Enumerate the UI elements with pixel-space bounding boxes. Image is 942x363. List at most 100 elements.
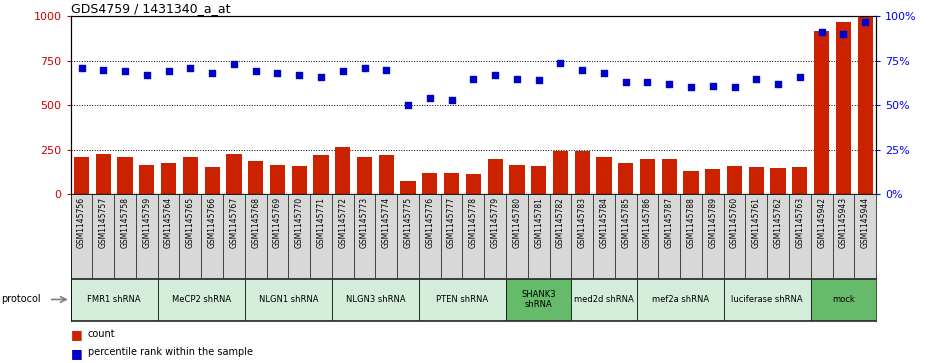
- Bar: [161, 163, 176, 194]
- Text: GDS4759 / 1431340_a_at: GDS4759 / 1431340_a_at: [71, 2, 230, 15]
- Text: GSM1145766: GSM1145766: [207, 197, 217, 248]
- Bar: [658, 194, 680, 278]
- Text: GSM1145787: GSM1145787: [665, 197, 674, 248]
- Bar: [114, 194, 136, 278]
- Text: GSM1145758: GSM1145758: [121, 197, 130, 248]
- Bar: [332, 278, 419, 321]
- Point: [618, 79, 633, 85]
- Bar: [702, 194, 723, 278]
- Text: FMR1 shRNA: FMR1 shRNA: [88, 295, 141, 304]
- Point: [640, 79, 655, 85]
- Bar: [353, 194, 376, 278]
- Bar: [488, 159, 503, 194]
- Point: [357, 65, 372, 71]
- Bar: [857, 16, 873, 194]
- Bar: [528, 194, 549, 278]
- Point: [749, 76, 764, 82]
- Point: [139, 72, 154, 78]
- Text: GSM1145778: GSM1145778: [469, 197, 478, 248]
- Point: [792, 74, 807, 80]
- Text: GSM1145770: GSM1145770: [295, 197, 303, 248]
- Bar: [811, 194, 833, 278]
- Bar: [204, 167, 219, 194]
- Bar: [575, 151, 590, 194]
- Point: [183, 65, 198, 71]
- Bar: [506, 278, 571, 321]
- Bar: [357, 157, 372, 194]
- Bar: [767, 194, 789, 278]
- Point: [553, 60, 568, 65]
- Bar: [680, 194, 702, 278]
- Bar: [71, 278, 157, 321]
- Bar: [683, 171, 699, 194]
- Text: GSM1145767: GSM1145767: [230, 197, 238, 248]
- Bar: [836, 22, 851, 194]
- Bar: [661, 159, 677, 194]
- Text: GSM1145761: GSM1145761: [752, 197, 761, 248]
- Bar: [267, 194, 288, 278]
- Bar: [531, 166, 546, 194]
- Bar: [618, 163, 633, 194]
- Point: [684, 85, 699, 90]
- Bar: [245, 194, 267, 278]
- Bar: [706, 169, 721, 194]
- Point: [314, 74, 329, 80]
- Point: [96, 67, 111, 73]
- Bar: [771, 167, 786, 194]
- Point: [488, 72, 503, 78]
- Bar: [596, 157, 611, 194]
- Bar: [854, 194, 876, 278]
- Text: GSM1145942: GSM1145942: [817, 197, 826, 248]
- Text: GSM1145776: GSM1145776: [426, 197, 434, 248]
- Bar: [571, 194, 593, 278]
- Text: mock: mock: [832, 295, 854, 304]
- Bar: [400, 181, 415, 194]
- Text: GSM1145780: GSM1145780: [512, 197, 521, 248]
- Bar: [248, 161, 264, 194]
- Text: GSM1145762: GSM1145762: [773, 197, 783, 248]
- Bar: [441, 194, 463, 278]
- Text: mef2a shRNA: mef2a shRNA: [652, 295, 708, 304]
- Bar: [422, 173, 437, 194]
- Bar: [745, 194, 767, 278]
- Bar: [92, 194, 114, 278]
- Bar: [510, 165, 525, 194]
- Text: ■: ■: [71, 329, 82, 342]
- Bar: [96, 154, 111, 194]
- Bar: [332, 194, 353, 278]
- Text: luciferase shRNA: luciferase shRNA: [731, 295, 803, 304]
- Bar: [180, 194, 202, 278]
- Bar: [419, 194, 441, 278]
- Point: [74, 65, 89, 71]
- Text: PTEN shRNA: PTEN shRNA: [436, 295, 489, 304]
- Point: [510, 76, 525, 82]
- Text: GSM1145779: GSM1145779: [491, 197, 499, 248]
- Text: GSM1145757: GSM1145757: [99, 197, 107, 248]
- Text: GSM1145781: GSM1145781: [534, 197, 544, 248]
- Bar: [723, 278, 811, 321]
- Point: [836, 31, 851, 37]
- Bar: [419, 278, 506, 321]
- Point: [248, 69, 263, 74]
- Bar: [723, 194, 745, 278]
- Text: GSM1145760: GSM1145760: [730, 197, 739, 248]
- Point: [575, 67, 590, 73]
- Bar: [465, 174, 481, 194]
- Bar: [288, 194, 310, 278]
- Text: GSM1145765: GSM1145765: [186, 197, 195, 248]
- Bar: [398, 194, 419, 278]
- Bar: [571, 278, 637, 321]
- Bar: [549, 194, 571, 278]
- Text: GSM1145763: GSM1145763: [795, 197, 804, 248]
- Bar: [727, 166, 742, 194]
- Text: SHANK3
shRNA: SHANK3 shRNA: [521, 290, 556, 309]
- Bar: [593, 194, 615, 278]
- Text: GSM1145784: GSM1145784: [599, 197, 609, 248]
- Bar: [245, 278, 332, 321]
- Bar: [833, 194, 854, 278]
- Bar: [183, 157, 198, 194]
- Point: [204, 70, 219, 76]
- Bar: [314, 155, 329, 194]
- Point: [814, 29, 829, 35]
- Point: [531, 77, 546, 83]
